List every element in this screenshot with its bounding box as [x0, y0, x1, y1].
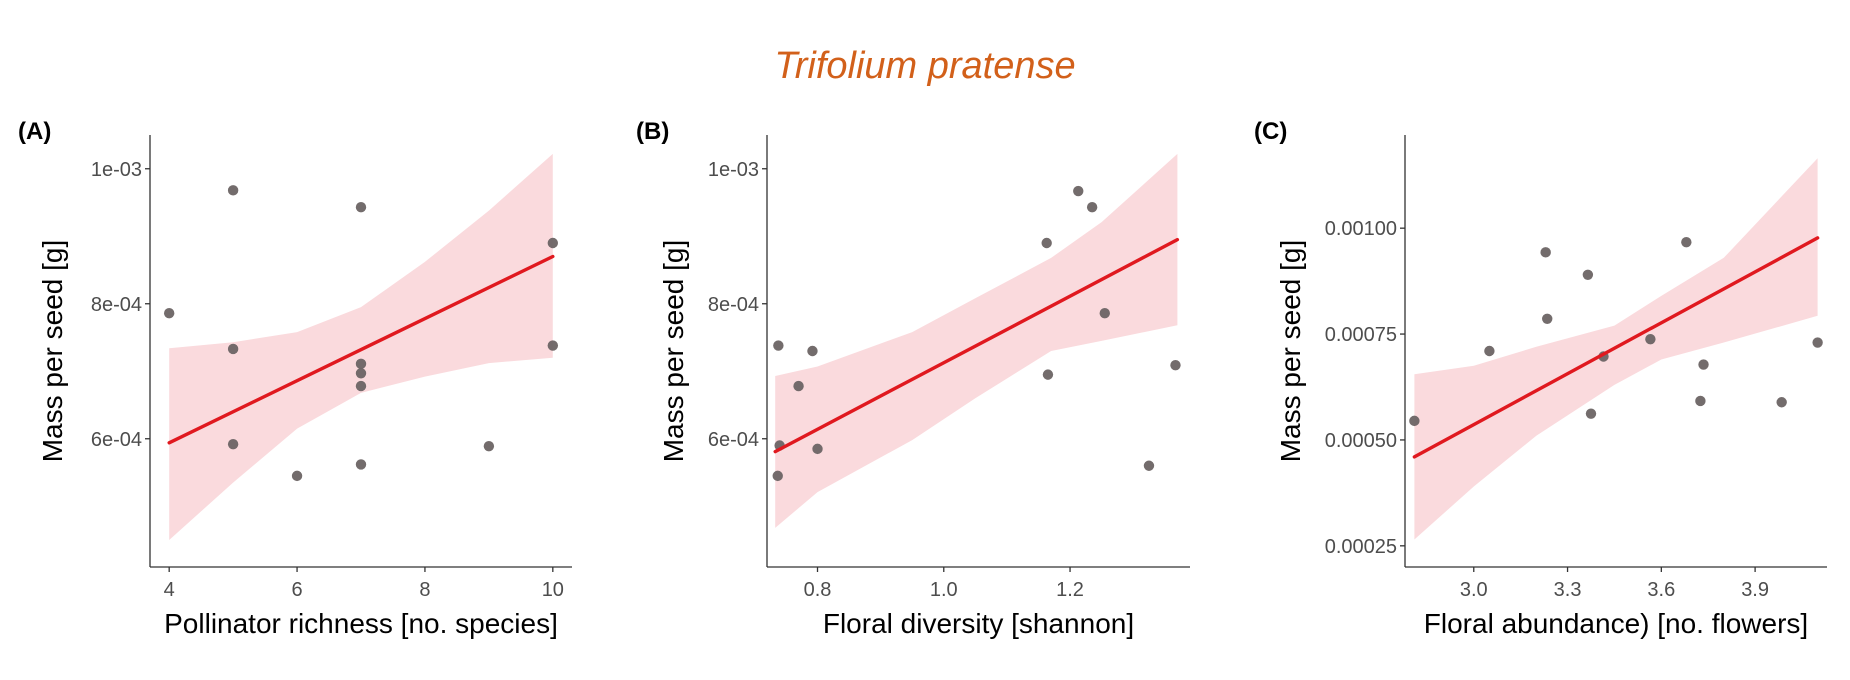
- figure-title: Trifolium pratense: [774, 45, 1075, 87]
- data-point: [547, 340, 559, 351]
- data-point: [355, 380, 367, 392]
- data-point: [355, 459, 367, 470]
- x-tick-label: 0.8: [804, 579, 832, 601]
- data-point: [227, 185, 239, 196]
- x-tick-label: 8: [419, 579, 430, 601]
- data-point: [163, 308, 175, 319]
- data-point: [547, 237, 559, 249]
- x-tick-label: 1.2: [1056, 579, 1084, 601]
- confidence-band: [169, 153, 553, 540]
- panel-1: 6e-04 8e-04 1e-03 4 6 8 10 (A) Pollinator richne…: [18, 118, 572, 639]
- x-tick-label: 4: [164, 579, 175, 601]
- data-point: [355, 368, 367, 379]
- data-point: [807, 345, 818, 357]
- data-point: [1086, 202, 1098, 213]
- x-tick-label: 3.6: [1647, 579, 1675, 601]
- y-tick-label: 6e-04: [708, 429, 759, 451]
- data-point: [812, 443, 823, 455]
- y-tick-label: 0.00025: [1325, 536, 1397, 558]
- y-tick-label: 8e-04: [708, 294, 759, 316]
- y-tick-label: 6e-04: [91, 429, 142, 451]
- data-point: [227, 343, 239, 355]
- data-point: [793, 380, 804, 392]
- data-point: [1041, 237, 1052, 249]
- confidence-band: [775, 153, 1178, 528]
- regression-line: [773, 237, 1180, 454]
- data-point: [355, 358, 367, 370]
- y-tick-label: 0.00075: [1325, 324, 1397, 346]
- data-point: [1484, 345, 1495, 357]
- data-point: [1776, 397, 1787, 408]
- x-tick-label: 6: [291, 579, 302, 601]
- y-axis-title: Mass per seed [g]: [658, 240, 689, 463]
- x-tick-label: 3.0: [1460, 579, 1488, 601]
- y-axis-title: Mass per seed [g]: [1275, 240, 1306, 463]
- x-tick-label: 3.3: [1554, 579, 1582, 601]
- data-point: [1073, 185, 1084, 197]
- data-point: [355, 202, 367, 213]
- x-tick-label: 3.9: [1741, 579, 1769, 601]
- data-point: [1170, 359, 1181, 371]
- x-tick-label: 10: [542, 579, 564, 601]
- y-tick-label: 8e-04: [91, 294, 142, 316]
- panel-label: (C): [1254, 118, 1287, 145]
- panel-3: 0.00025 0.00050 0.00075 0.00100 3.0 3.3 3.6 3.9…: [1254, 118, 1827, 639]
- data-point: [1645, 333, 1656, 345]
- data-point: [1585, 408, 1597, 419]
- data-point: [1143, 460, 1155, 471]
- data-point: [483, 440, 495, 452]
- x-tick-label: 1.0: [930, 579, 958, 601]
- data-point: [1042, 369, 1054, 380]
- y-tick-label: 0.00100: [1325, 218, 1397, 240]
- data-point: [1542, 313, 1553, 325]
- y-tick-label: 1e-03: [708, 159, 759, 181]
- data-point: [1695, 395, 1706, 407]
- panel-label: (A): [18, 118, 51, 145]
- data-point: [1698, 359, 1709, 370]
- regression-line: [1412, 236, 1820, 459]
- data-point: [227, 438, 239, 450]
- data-point: [291, 470, 303, 482]
- x-axis-title: Floral abundance) [no. flowers]: [1424, 608, 1808, 639]
- y-axis-title: Mass per seed [g]: [37, 240, 68, 463]
- panel-label: (B): [636, 118, 669, 145]
- chart-panels: 6e-04 8e-04 1e-03 4 6 8 10 (A) Pollinator richne…: [18, 118, 1827, 639]
- x-axis-title: Pollinator richness [no. species]: [164, 608, 558, 639]
- data-point: [1582, 269, 1594, 280]
- regression-line: [167, 254, 555, 445]
- data-point: [1681, 236, 1692, 248]
- data-point: [1409, 415, 1420, 427]
- panel-2: 6e-04 8e-04 1e-03 0.8 1.0 1.2 (B) Floral divers…: [636, 118, 1190, 639]
- x-axis-title: Floral diversity [shannon]: [823, 608, 1134, 639]
- data-point: [1540, 247, 1551, 258]
- y-tick-label: 1e-03: [91, 159, 142, 181]
- data-point: [1099, 308, 1110, 319]
- data-point: [772, 470, 783, 482]
- data-point: [773, 340, 784, 351]
- data-point: [1812, 337, 1823, 348]
- y-tick-label: 0.00050: [1325, 430, 1397, 452]
